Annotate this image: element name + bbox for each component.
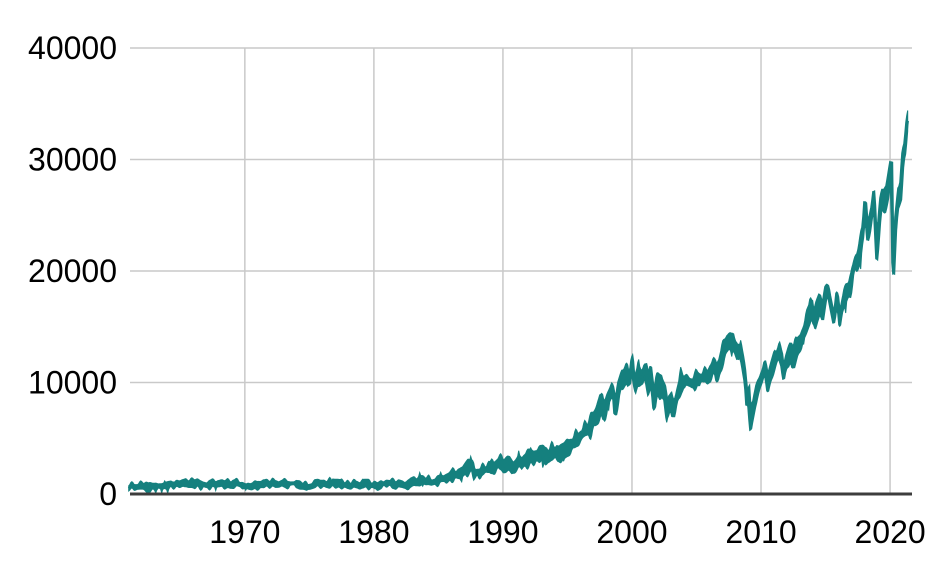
y-tick-label: 30000: [28, 142, 117, 178]
y-tick-label: 0: [99, 476, 117, 512]
x-tick-label: 1990: [467, 514, 538, 550]
x-tick-label: 2010: [725, 514, 796, 550]
x-tick-label: 1970: [209, 514, 280, 550]
x-tick-label: 1980: [338, 514, 409, 550]
y-tick-label: 40000: [28, 30, 117, 66]
x-tick-label: 2000: [596, 514, 667, 550]
x-tick-label: 2020: [854, 514, 925, 550]
y-tick-label: 10000: [28, 365, 117, 401]
y-tick-label: 20000: [28, 253, 117, 289]
series-line: [127, 120, 909, 491]
